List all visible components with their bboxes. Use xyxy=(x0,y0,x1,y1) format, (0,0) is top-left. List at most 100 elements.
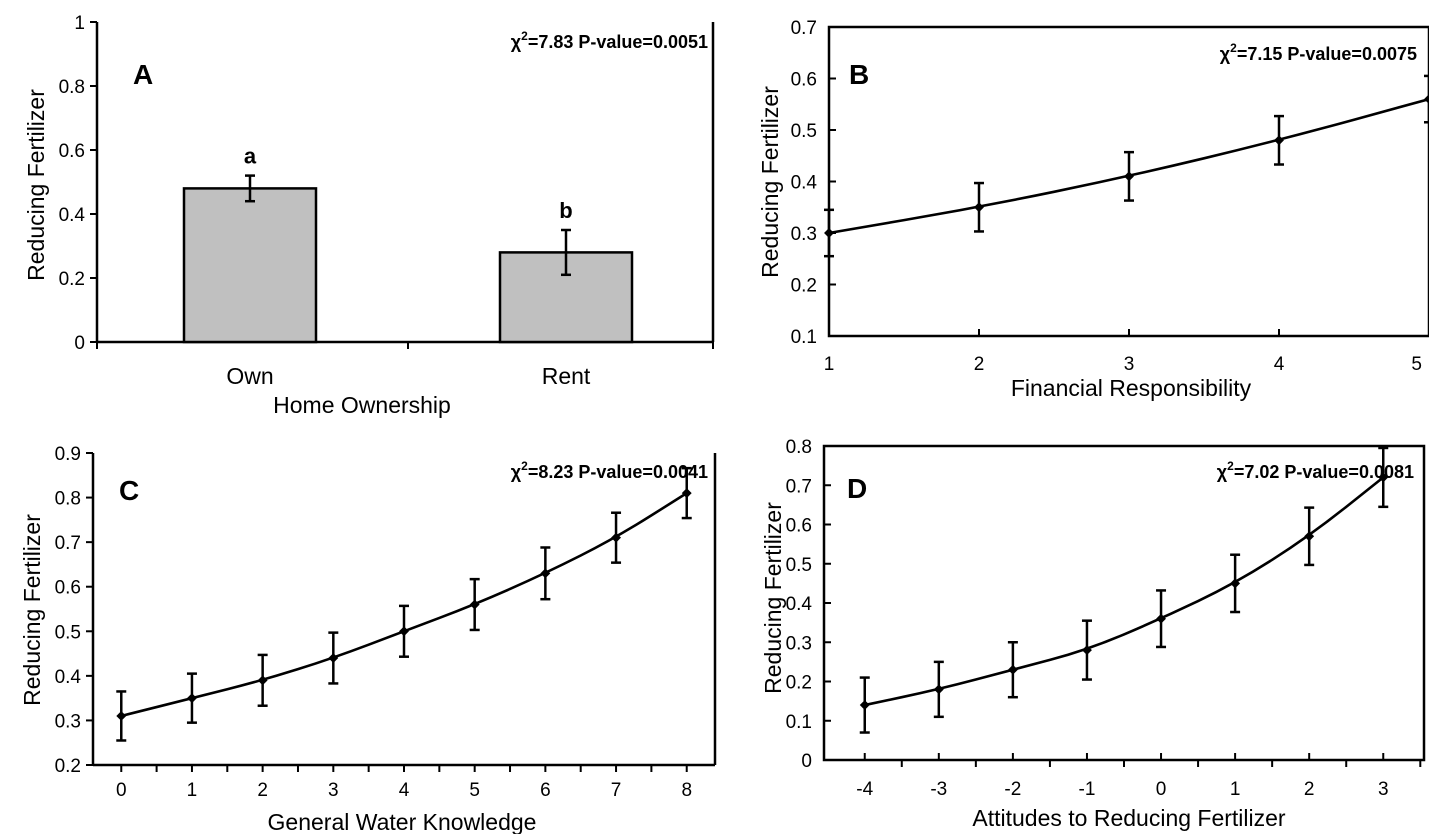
y-tick-label: 0.3 xyxy=(791,224,817,245)
panel-letter: C xyxy=(119,475,139,506)
data-point xyxy=(399,626,409,637)
y-tick-label: 0.3 xyxy=(786,633,812,654)
y-tick-label: 0.5 xyxy=(55,622,81,643)
y-axis-title: Reducing Fertilizer xyxy=(23,89,49,281)
x-axis-title: Home Ownership xyxy=(273,392,451,418)
x-tick-label: 1 xyxy=(824,354,835,375)
x-tick-label: 0 xyxy=(1156,779,1167,800)
x-tick-label: -1 xyxy=(1079,779,1096,800)
y-tick-label: 0.8 xyxy=(59,77,85,98)
panel-c: 0.2 0.3 0.4 0.5 0.6 0.7 0.8 0.9 0 1 2 3 4 5 6 7 8 General… xyxy=(19,444,717,834)
data-point xyxy=(116,711,127,721)
data-point xyxy=(859,700,870,710)
series-line xyxy=(864,476,1385,707)
chi-square-annotation: χ2=7.15 P-value=0.0075 xyxy=(1220,41,1417,64)
x-tick-label: 7 xyxy=(611,780,622,801)
y-tick-label: 0.4 xyxy=(55,667,82,688)
data-point xyxy=(187,693,197,704)
x-tick-label: Rent xyxy=(542,363,591,389)
x-tick-label: 2 xyxy=(1304,779,1315,800)
data-point xyxy=(469,599,480,610)
y-tick-label: 0.6 xyxy=(786,516,812,537)
y-tick-label: 1 xyxy=(74,13,85,34)
chi-superscript: 2 xyxy=(1230,41,1237,55)
y-tick-label: 0.2 xyxy=(791,276,817,297)
x-tick-label: 1 xyxy=(1230,779,1241,800)
y-tick-label: 0.4 xyxy=(786,594,813,615)
x-tick-label: 3 xyxy=(328,780,339,801)
y-tick-label: 0.9 xyxy=(55,444,81,465)
chi-value-text: =7.15 P-value=0.0075 xyxy=(1237,44,1417,64)
data-point xyxy=(1378,472,1389,483)
x-tick-label: 2 xyxy=(974,354,985,375)
x-tick-label: -4 xyxy=(856,779,873,800)
y-tick-label: 0.8 xyxy=(786,437,812,458)
chi-symbol: χ xyxy=(511,462,522,482)
x-axis-title: Financial Responsibility xyxy=(1011,375,1252,401)
chi-symbol: χ xyxy=(1217,462,1228,482)
x-tick-label: 0 xyxy=(116,780,127,801)
y-axis-title: Reducing Fertilizer xyxy=(757,86,783,278)
y-axis-title: Reducing Fertilizer xyxy=(19,514,45,706)
y-tick-label: 0.6 xyxy=(791,70,817,91)
data-point xyxy=(1424,94,1429,105)
y-tick-label: 0.1 xyxy=(791,327,817,348)
significance-letter: b xyxy=(559,198,572,223)
chi-square-annotation: χ2=8.23 P-value=0.0041 xyxy=(511,459,708,482)
y-tick-label: 0.6 xyxy=(55,578,81,599)
data-point xyxy=(1124,171,1134,182)
data-point xyxy=(540,568,551,579)
data-point xyxy=(1304,531,1315,542)
plot-frame xyxy=(822,444,1426,762)
x-tick-label: 5 xyxy=(1411,354,1422,375)
data-point xyxy=(1274,135,1284,146)
x-tick-label: 2 xyxy=(257,780,268,801)
y-tick-label: 0.2 xyxy=(786,673,812,694)
bar-own xyxy=(182,187,318,344)
x-tick-label: -3 xyxy=(930,779,947,800)
panel-letter: A xyxy=(133,59,153,90)
x-tick-label: 6 xyxy=(540,780,551,801)
data-point xyxy=(1007,664,1018,675)
x-tick-label: 3 xyxy=(1378,779,1389,800)
data-point xyxy=(611,532,621,543)
series-line xyxy=(120,492,688,718)
x-axis-title: Attitudes to Reducing Fertilizer xyxy=(972,805,1286,831)
panel-d: 0 0.1 0.2 0.3 0.4 0.5 0.6 0.7 0.8 -4 -3 -2 -1 0 1 2 3 Att… xyxy=(760,437,1426,831)
x-tick-label: 5 xyxy=(469,780,480,801)
x-axis-title: General Water Knowledge xyxy=(268,809,537,834)
x-tick-label: 4 xyxy=(399,780,410,801)
chi-symbol: χ xyxy=(1220,44,1231,64)
y-axis-title: Reducing Fertilizer xyxy=(760,502,786,694)
chi-symbol: χ xyxy=(511,32,522,52)
data-point xyxy=(328,653,339,663)
data-point xyxy=(257,675,268,686)
x-tick-label: Own xyxy=(226,363,273,389)
y-tick-label: 0.2 xyxy=(59,269,85,290)
chi-superscript: 2 xyxy=(1227,459,1234,473)
chi-square-annotation: χ2=7.02 P-value=0.0081 xyxy=(1217,459,1414,482)
y-tick-label: 0.4 xyxy=(791,173,818,194)
x-tick-label: 8 xyxy=(681,780,692,801)
y-tick-label: 0.6 xyxy=(59,141,85,162)
y-tick-label: 0.7 xyxy=(791,18,817,39)
y-tick-label: 0.1 xyxy=(786,712,812,733)
chi-value-text: =7.83 P-value=0.0051 xyxy=(528,32,708,52)
y-tick-label: 0.7 xyxy=(786,476,812,497)
y-tick-label: 0.3 xyxy=(55,711,81,732)
panel-letter: B xyxy=(849,59,869,90)
chi-superscript: 2 xyxy=(521,29,528,43)
data-point xyxy=(824,228,834,238)
chi-value-text: =7.02 P-value=0.0081 xyxy=(1234,462,1414,482)
y-tick-label: 0.7 xyxy=(55,533,81,554)
chi-superscript: 2 xyxy=(521,459,528,473)
data-point xyxy=(933,684,944,695)
data-point xyxy=(1230,578,1241,589)
y-tick-label: 0 xyxy=(74,333,85,354)
y-tick-label: 0.4 xyxy=(59,205,86,226)
significance-letter: a xyxy=(244,144,257,169)
chi-square-annotation: χ2=7.83 P-value=0.0051 xyxy=(511,29,708,52)
y-tick-label: 0.5 xyxy=(791,121,817,142)
data-point xyxy=(974,202,984,213)
